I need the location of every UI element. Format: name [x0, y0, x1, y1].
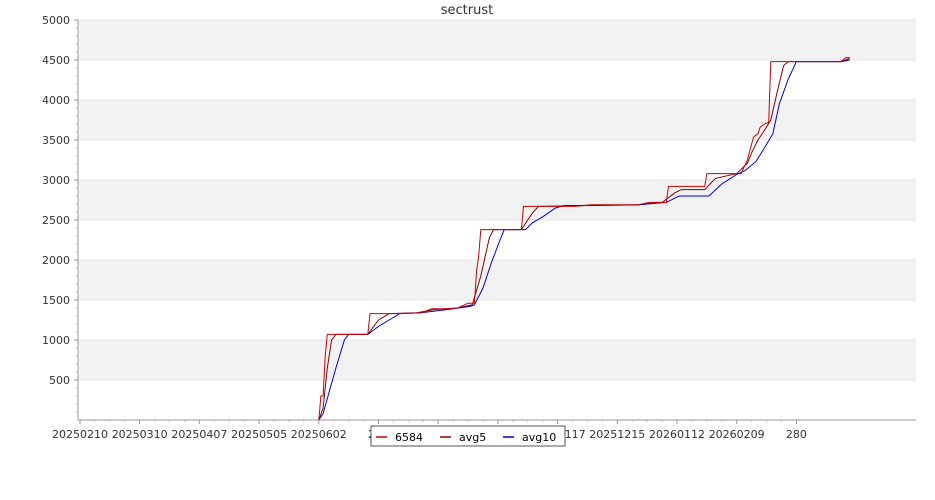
- x-tick-label: 20250210: [52, 428, 108, 441]
- y-tick-label: 1000: [42, 334, 70, 347]
- x-tick-label: 20250505: [231, 428, 287, 441]
- grid-band: [78, 100, 916, 140]
- grid-band: [78, 180, 916, 220]
- grid-bands: [78, 19, 916, 381]
- y-tick-label: 500: [49, 374, 70, 387]
- plot-area: [318, 57, 850, 421]
- y-tick-label: 4500: [42, 54, 70, 67]
- grid-band: [78, 260, 916, 300]
- y-tick-label: 3000: [42, 174, 70, 187]
- y-tick-label: 1500: [42, 294, 70, 307]
- legend-label-avg5: avg5: [459, 431, 486, 444]
- series-line-avg10: [318, 59, 850, 421]
- y-tick-label: 3500: [42, 134, 70, 147]
- series-line-6584: [318, 57, 850, 421]
- chart-title: sectrust: [441, 3, 493, 18]
- y-axis: 500 1000 1500 2000 2500 3000 3500 4000 4500 5000: [42, 14, 78, 413]
- grid-band: [78, 340, 916, 380]
- y-tick-label: 2000: [42, 254, 70, 267]
- grid-band: [78, 20, 916, 60]
- x-tick-label: 20260209: [709, 428, 765, 441]
- y-tick-label: 2500: [42, 214, 70, 227]
- x-tick-label: 20250407: [171, 428, 227, 441]
- x-tick-label: 20250310: [112, 428, 168, 441]
- legend: 6584 avg5 avg10: [370, 425, 566, 447]
- legend-label-avg10: avg10: [522, 431, 556, 444]
- y-tick-label: 5000: [42, 14, 70, 27]
- x-tick-label: 280: [786, 428, 807, 441]
- x-tick-label: 20260112: [649, 428, 705, 441]
- x-tick-label: 20250602: [291, 428, 347, 441]
- y-tick-label: 4000: [42, 94, 70, 107]
- x-tick-label: 20251215: [589, 428, 645, 441]
- legend-box: [370, 425, 566, 447]
- legend-label-6584: 6584: [395, 431, 423, 444]
